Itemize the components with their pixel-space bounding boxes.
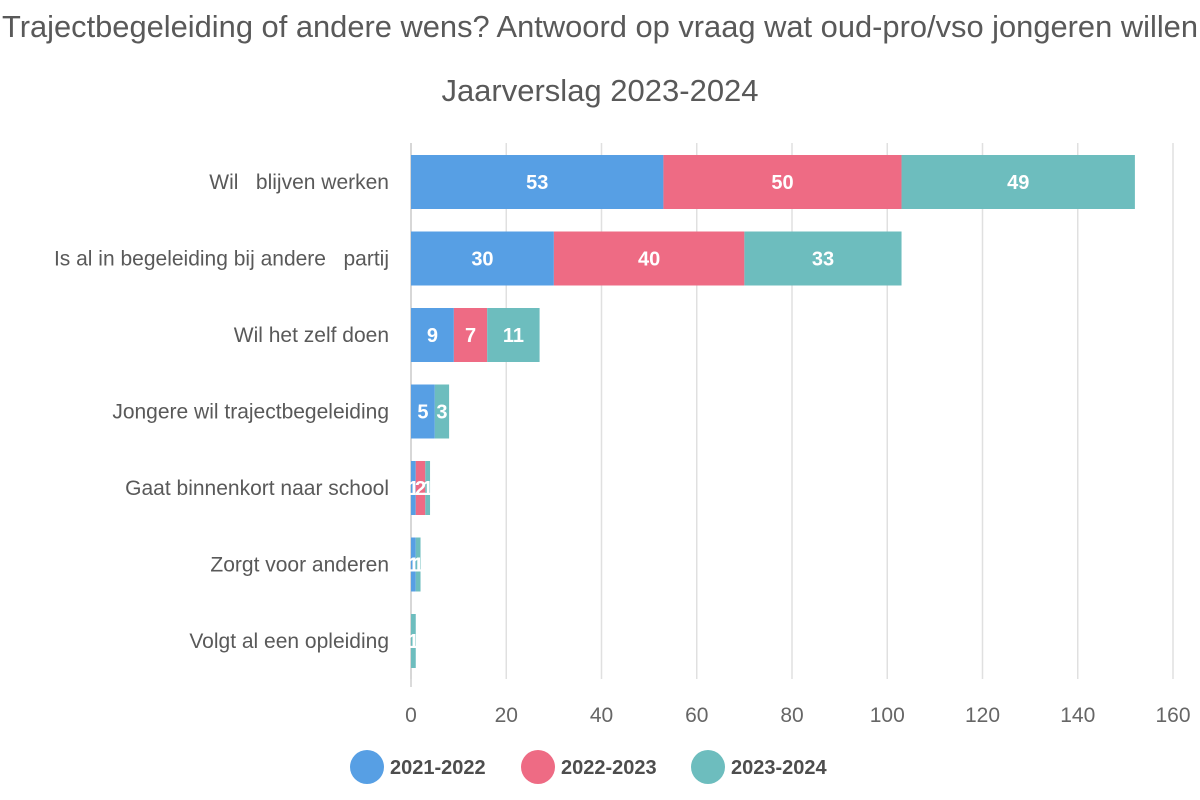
legend-item[interactable]: 2021-2022 bbox=[350, 750, 486, 784]
data-label: 53 bbox=[526, 172, 548, 194]
x-tick-label: 120 bbox=[965, 704, 1000, 727]
bar-segment[interactable] bbox=[901, 155, 1135, 209]
bar-segment[interactable] bbox=[434, 384, 450, 439]
data-label: 7 bbox=[465, 325, 476, 347]
bar-segment[interactable] bbox=[553, 231, 745, 286]
data-label: 30 bbox=[471, 249, 493, 271]
bar-segment[interactable] bbox=[415, 461, 426, 515]
category-label: Gaat binnenkort naar school bbox=[125, 477, 389, 500]
grid-lines bbox=[410, 143, 1174, 687]
category-label: Jongere wil trajectbegeleiding bbox=[112, 401, 389, 424]
data-label: 1 bbox=[422, 478, 433, 500]
bar-segment[interactable] bbox=[411, 461, 416, 515]
bar-segment[interactable] bbox=[415, 537, 421, 592]
data-label: 40 bbox=[638, 249, 660, 271]
data-label: 5 bbox=[417, 402, 428, 424]
data-label: 9 bbox=[427, 325, 438, 347]
legend-swatch bbox=[691, 750, 725, 784]
bar-segment[interactable] bbox=[425, 461, 431, 515]
x-tick-label: 160 bbox=[1155, 704, 1190, 727]
data-label: 1 bbox=[408, 478, 419, 500]
category-label: Is al in begeleiding bij andere partij bbox=[54, 248, 389, 271]
bar-segment[interactable] bbox=[411, 537, 416, 592]
chart-title: Trajectbegeleiding of andere wens? Antwo… bbox=[2, 9, 1198, 44]
legend-item[interactable]: 2023-2024 bbox=[691, 750, 828, 784]
data-label: 1 bbox=[408, 631, 419, 653]
category-labels: Wil blijven werken Is al in begeleiding b… bbox=[54, 171, 389, 653]
bar-segment[interactable] bbox=[411, 155, 664, 209]
x-tick-label: 0 bbox=[405, 704, 417, 727]
category-label: Wil blijven werken bbox=[209, 171, 389, 194]
data-label: 2 bbox=[415, 478, 426, 500]
category-label: Wil het zelf doen bbox=[234, 324, 389, 347]
bar-segment[interactable] bbox=[487, 308, 540, 362]
x-tick-label: 40 bbox=[590, 704, 613, 727]
bar-segment[interactable] bbox=[411, 308, 454, 362]
x-tick-label: 60 bbox=[685, 704, 708, 727]
legend-label: 2022-2023 bbox=[561, 757, 657, 779]
bar-segment[interactable] bbox=[744, 231, 902, 286]
chart-subtitle: Jaarverslag 2023-2024 bbox=[441, 73, 758, 108]
legend-label: 2021-2022 bbox=[390, 757, 486, 779]
data-label: 11 bbox=[503, 325, 524, 347]
data-label: 49 bbox=[1007, 172, 1029, 194]
category-label: Volgt al een opleiding bbox=[189, 630, 389, 653]
category-label: Zorgt voor anderen bbox=[210, 554, 389, 577]
data-label: 33 bbox=[812, 249, 834, 271]
data-label: 1 bbox=[408, 555, 419, 577]
bar-segment[interactable] bbox=[453, 308, 488, 362]
x-axis-ticks: 0 20 40 60 80 100 120 140 160 bbox=[405, 704, 1190, 727]
data-label: 50 bbox=[771, 172, 793, 194]
bar-segment[interactable] bbox=[663, 155, 902, 209]
legend-label: 2023-2024 bbox=[731, 757, 828, 779]
legend-swatch bbox=[350, 750, 384, 784]
x-tick-label: 20 bbox=[495, 704, 518, 727]
legend[interactable]: 2021-2022 2022-2023 2023-2024 bbox=[350, 750, 828, 784]
legend-swatch bbox=[521, 750, 555, 784]
bar-segment[interactable] bbox=[411, 614, 416, 668]
data-label: 3 bbox=[436, 402, 447, 424]
data-label: 1 bbox=[413, 555, 424, 577]
x-tick-label: 100 bbox=[870, 704, 905, 727]
bar-segment[interactable] bbox=[411, 384, 435, 439]
x-tick-label: 140 bbox=[1060, 704, 1095, 727]
legend-item[interactable]: 2022-2023 bbox=[521, 750, 657, 784]
x-tick-label: 80 bbox=[780, 704, 803, 727]
bar-segment[interactable] bbox=[411, 231, 554, 286]
